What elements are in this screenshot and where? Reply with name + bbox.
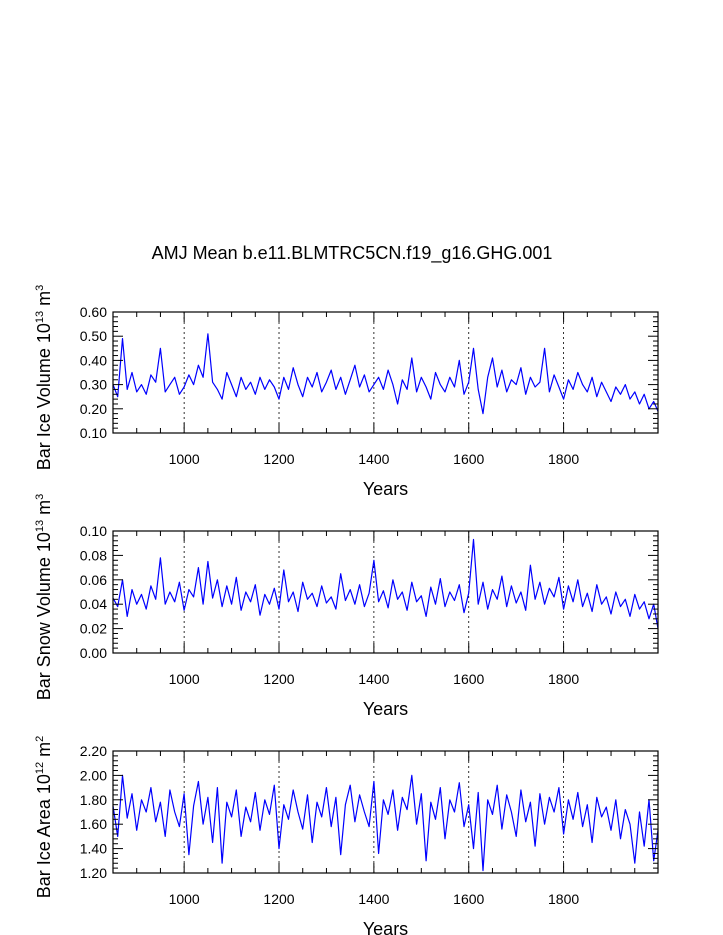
x-axis-label: Years: [363, 479, 408, 499]
plot-frame: [112, 750, 659, 874]
y-tick-label: 0.04: [80, 596, 107, 612]
y-axis-label-superscript: 3: [34, 285, 46, 291]
y-tick-label: 0.50: [80, 328, 107, 344]
y-axis-label-superscript: 2: [34, 736, 46, 742]
y-axis-label: Bar Ice Volume 1013 m3: [34, 285, 54, 470]
series-line: [112, 333, 659, 415]
x-tick-label: 1400: [358, 451, 389, 467]
y-tick-label: 2.00: [80, 767, 107, 783]
y-axis-label-superscript: 13: [34, 520, 46, 532]
y-axis-label-text: Bar Snow Volume 10: [34, 532, 54, 700]
chart-panel-2: 0.00 0.02 0.04 0.06 0.08 0.10 1000 1200 1400 1600…: [34, 494, 659, 719]
x-tick-label: 1400: [358, 671, 389, 687]
x-tick-label: 1400: [358, 891, 389, 907]
y-tick-label: 1.80: [80, 792, 107, 808]
y-tick-label: 0.40: [80, 352, 107, 368]
plot-frame: [112, 530, 659, 654]
y-tick-label: 1.40: [80, 841, 107, 857]
y-axis-label: Bar Snow Volume 1013 m3: [34, 494, 54, 700]
y-tick-label: 0.02: [80, 621, 107, 637]
x-tick-label: 1200: [263, 451, 294, 467]
y-axis-label: Bar Ice Area 1012 m2: [34, 736, 54, 898]
y-axis-label-text: Bar Ice Area 10: [34, 774, 54, 898]
y-axis-label-text: m: [34, 291, 54, 311]
x-tick-label: 1600: [453, 671, 484, 687]
y-tick-label: 0.00: [80, 645, 107, 661]
x-tick-label: 1200: [263, 891, 294, 907]
y-axis-label-superscript: 13: [34, 311, 46, 323]
x-tick-label: 1600: [453, 451, 484, 467]
chart-panels: 0.10 0.20 0.30 0.40 0.50 0.60 1000 1200 1400 1600…: [34, 285, 659, 935]
y-tick-label: 0.08: [80, 547, 107, 563]
x-tick-label: 1000: [169, 891, 200, 907]
series-line: [112, 774, 659, 872]
x-axis-label: Years: [363, 699, 408, 719]
y-tick-label: 1.60: [80, 816, 107, 832]
y-axis-label-superscript: 12: [34, 762, 46, 774]
y-tick-label: 0.60: [80, 304, 107, 320]
y-axis-label-text: Bar Ice Volume 10: [34, 323, 54, 470]
x-tick-label: 1000: [169, 671, 200, 687]
y-axis-label-text: m: [34, 500, 54, 520]
y-tick-label: 0.06: [80, 572, 107, 588]
series-line: [112, 538, 659, 629]
x-tick-label: 1800: [548, 671, 579, 687]
x-tick-label: 1800: [548, 891, 579, 907]
y-axis-label-superscript: 3: [34, 494, 46, 500]
x-tick-label: 1000: [169, 451, 200, 467]
y-tick-label: 0.20: [80, 401, 107, 417]
figure-title: AMJ Mean b.e11.BLMTRC5CN.f19_g16.GHG.001: [152, 243, 553, 264]
y-tick-label: 1.20: [80, 865, 107, 881]
chart-panel-1: 0.10 0.20 0.30 0.40 0.50 0.60 1000 1200 1400 1600…: [34, 285, 659, 499]
y-tick-label: 0.30: [80, 377, 107, 393]
y-tick-label: 0.10: [80, 523, 107, 539]
x-axis-label: Years: [363, 919, 408, 935]
plot-frame: [112, 311, 659, 434]
chart-panel-3: 1.20 1.40 1.60 1.80 2.00 2.20 1000 1200 1400 1600…: [34, 736, 659, 935]
x-tick-label: 1200: [263, 671, 294, 687]
y-tick-label: 0.10: [80, 425, 107, 441]
y-tick-label: 2.20: [80, 743, 107, 759]
x-tick-label: 1800: [548, 451, 579, 467]
x-tick-label: 1600: [453, 891, 484, 907]
y-axis-label-text: m: [34, 742, 54, 762]
